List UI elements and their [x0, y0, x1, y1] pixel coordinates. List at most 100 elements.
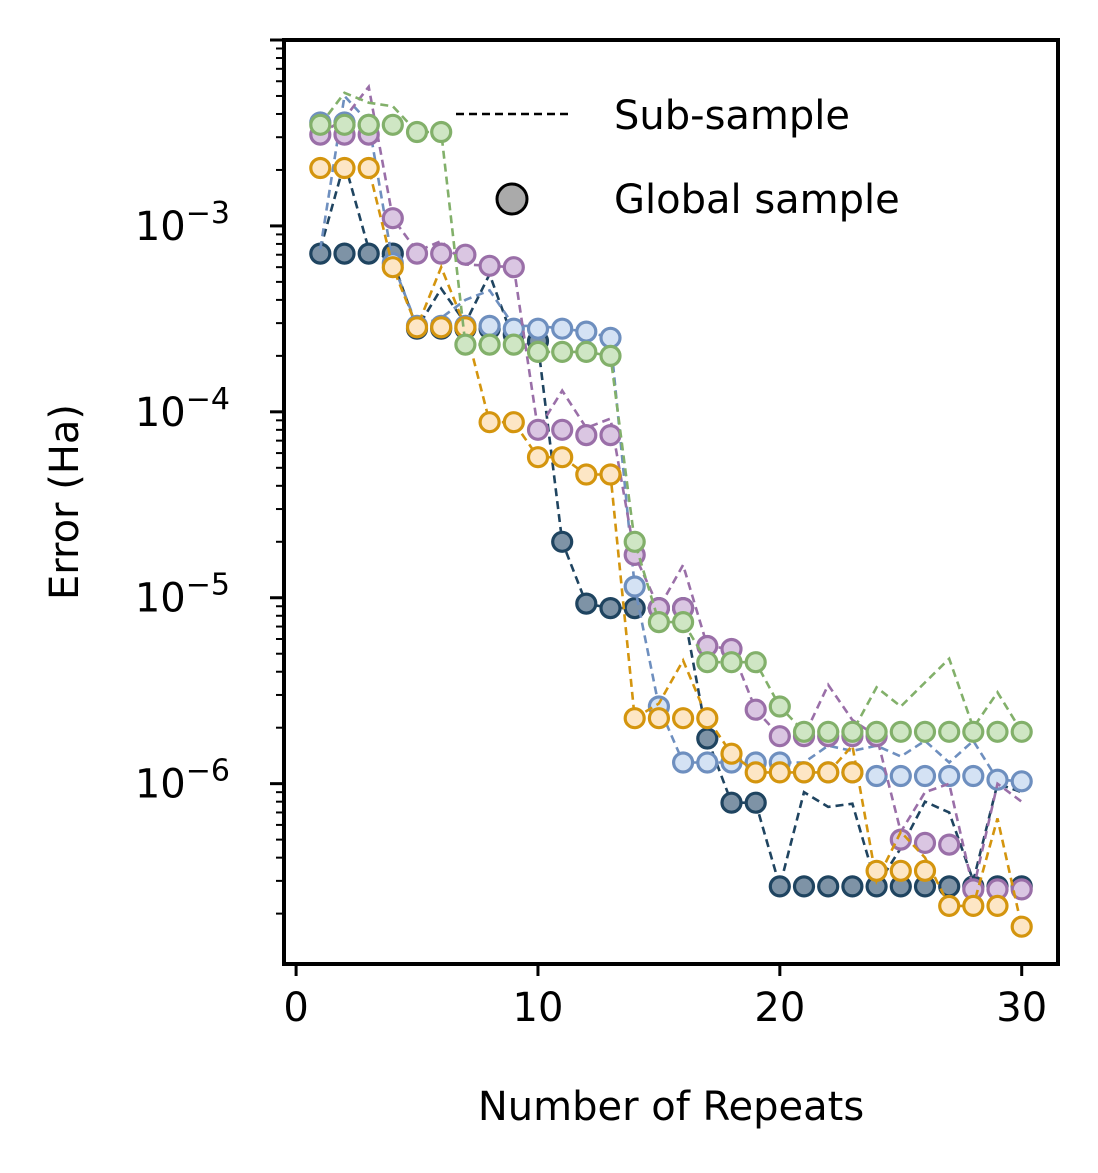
global-sample-point: [962, 894, 985, 918]
plot-background: [284, 40, 1058, 964]
global-sample-point: [744, 791, 767, 814]
global-sample-point: [623, 707, 646, 730]
x-tick-label: 30: [996, 985, 1047, 1031]
sub-sample-line: [320, 166, 1023, 927]
series-green: [309, 91, 1033, 743]
global-sample-point: [599, 463, 622, 486]
y-tick-label: 10−4: [135, 382, 230, 436]
global-sample-point: [768, 761, 791, 784]
global-sample-point: [575, 340, 598, 363]
global-sample-point: [575, 320, 598, 343]
global-sample-point: [671, 707, 695, 730]
global-sample-point: [526, 418, 550, 441]
global-sample-point: [333, 113, 356, 136]
global-sample-point: [575, 463, 598, 486]
global-sample-point: [623, 575, 646, 598]
global-sample-point: [430, 316, 453, 339]
global-sample-point: [599, 344, 622, 367]
global-sample-point: [841, 720, 864, 743]
global-sample-point: [913, 764, 937, 788]
global-sample-point: [551, 418, 574, 441]
plot-frame: [282, 38, 1060, 966]
global-sample-point: [938, 720, 961, 743]
global-sample-point: [357, 242, 380, 265]
global-sample-point: [478, 333, 501, 356]
global-sample-point: [357, 156, 380, 180]
global-sample-point: [671, 610, 695, 634]
global-sample-point: [841, 761, 864, 784]
global-sample-point: [478, 314, 501, 337]
global-sample-point: [357, 113, 380, 136]
global-sample-point: [623, 530, 646, 553]
global-sample-point: [381, 207, 404, 230]
global-sample-point: [405, 120, 429, 144]
global-sample-point: [696, 751, 719, 774]
global-sample-point: [1010, 770, 1033, 793]
global-sample-point: [478, 411, 501, 434]
global-sample-point: [575, 424, 598, 447]
global-sample-point: [913, 720, 937, 743]
global-sample-point: [792, 875, 816, 898]
x-axis-title: Number of Repeats: [478, 1084, 864, 1130]
y-tick-label: 10−6: [135, 754, 230, 808]
global-sample-point: [647, 707, 671, 730]
global-sample-point: [1010, 915, 1033, 938]
global-sample-point: [430, 242, 453, 265]
legend-sub-sample-label: Sub-sample: [614, 93, 850, 139]
global-sample-point: [865, 764, 888, 788]
global-sample-point: [889, 764, 912, 788]
global-sample-point: [913, 831, 937, 855]
x-axis: 0 10 20 30: [283, 964, 1047, 1031]
global-sample-point: [430, 120, 453, 144]
global-sample-point: [938, 833, 961, 856]
global-sample-point: [405, 316, 429, 339]
global-sample-point: [986, 720, 1009, 743]
y-tick-label: 10−5: [135, 568, 230, 622]
y-axis: 10−6 10−5 10−4 10−3: [135, 38, 284, 915]
global-sample-point: [768, 875, 791, 898]
global-sample-point: [1010, 720, 1033, 743]
global-sample-point: [502, 256, 525, 279]
x-tick-label: 20: [754, 985, 805, 1031]
global-sample-point: [817, 761, 840, 784]
global-sample-point: [841, 875, 864, 898]
global-sample-point: [913, 859, 937, 882]
global-sample-point: [744, 761, 767, 784]
global-sample-point: [744, 698, 767, 721]
global-sample-point: [768, 725, 791, 748]
sub-sample-line: [319, 83, 1023, 890]
series-layer: [309, 83, 1033, 938]
global-sample-point: [865, 720, 888, 743]
global-sample-point: [551, 446, 574, 469]
global-sample-point: [309, 113, 332, 136]
global-sample-point: [333, 156, 356, 180]
global-sample-point: [454, 243, 477, 266]
global-sample-point: [599, 326, 622, 349]
global-sample-point: [599, 596, 622, 620]
global-sample-point: [720, 791, 743, 814]
global-sample-point: [381, 113, 404, 136]
legend-global-sample-label: Global sample: [614, 177, 900, 223]
series-orange: [309, 156, 1033, 938]
x-tick-label: 0: [283, 985, 308, 1031]
global-sample-point: [696, 707, 719, 730]
global-sample-point: [671, 751, 695, 774]
x-tick-label: 10: [513, 985, 564, 1031]
global-sample-point: [309, 156, 332, 180]
global-sample-point: [551, 340, 574, 363]
global-sample-point: [768, 695, 791, 718]
global-sample-point: [502, 333, 525, 356]
global-sample-point: [865, 859, 888, 882]
global-sample-point: [744, 651, 767, 674]
global-sample-point: [696, 651, 719, 674]
global-sample-point: [551, 317, 574, 340]
global-sample-point: [792, 761, 816, 784]
global-sample-point: [986, 768, 1009, 791]
global-sample-point: [478, 254, 501, 277]
global-sample-point: [454, 333, 477, 356]
global-sample-point: [575, 592, 598, 615]
y-axis-title: Error (Ha): [42, 404, 88, 600]
y-tick-label: 10−3: [135, 196, 230, 250]
global-sample-point: [720, 651, 743, 674]
